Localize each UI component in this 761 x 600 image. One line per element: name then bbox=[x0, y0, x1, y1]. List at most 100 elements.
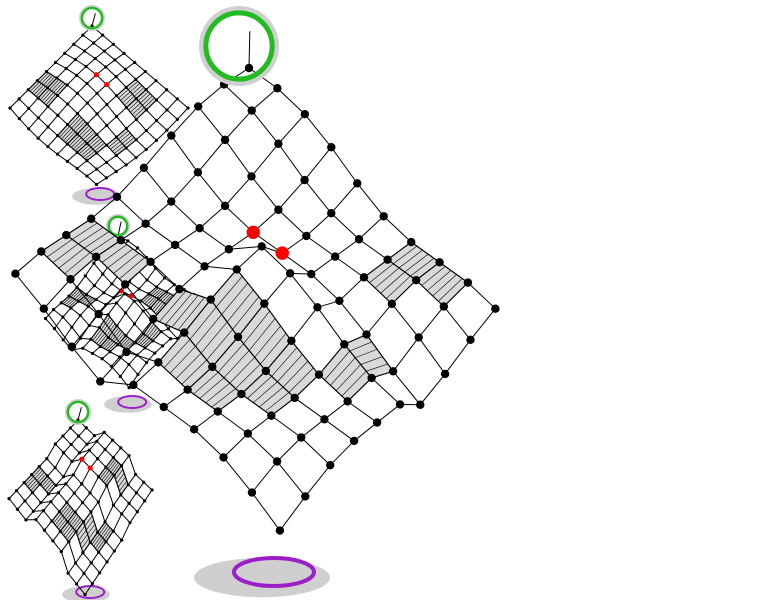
mesh-node[interactable] bbox=[387, 299, 397, 309]
mesh-node[interactable] bbox=[67, 294, 71, 298]
mesh-node[interactable] bbox=[175, 284, 184, 294]
mesh-node[interactable] bbox=[114, 135, 119, 139]
mesh-node[interactable] bbox=[17, 97, 21, 101]
mesh-node[interactable] bbox=[81, 551, 85, 555]
mesh-node[interactable] bbox=[72, 491, 76, 495]
mesh-node[interactable] bbox=[22, 481, 26, 485]
selected-node[interactable] bbox=[128, 293, 134, 299]
mesh-node[interactable] bbox=[104, 540, 108, 544]
mesh-node[interactable] bbox=[124, 163, 128, 167]
mesh-node[interactable] bbox=[88, 540, 92, 545]
mesh-node[interactable] bbox=[154, 118, 159, 123]
mesh-node[interactable] bbox=[463, 278, 473, 287]
mesh-node[interactable] bbox=[414, 333, 423, 342]
mesh-node[interactable] bbox=[141, 332, 146, 336]
mesh-node[interactable] bbox=[164, 290, 169, 294]
mesh-node[interactable] bbox=[78, 313, 82, 318]
mesh-node[interactable] bbox=[83, 593, 87, 597]
mesh-node[interactable] bbox=[147, 292, 151, 296]
mesh-node[interactable] bbox=[285, 269, 295, 278]
mesh-node[interactable] bbox=[85, 122, 89, 126]
mesh-node[interactable] bbox=[64, 482, 68, 486]
mesh-node[interactable] bbox=[97, 325, 102, 330]
mesh-node[interactable] bbox=[134, 96, 138, 101]
mesh-node[interactable] bbox=[219, 453, 228, 462]
mesh-node[interactable] bbox=[439, 302, 449, 311]
mesh-node[interactable] bbox=[362, 330, 371, 339]
mesh-node[interactable] bbox=[139, 299, 143, 303]
mesh-node[interactable] bbox=[83, 274, 87, 278]
mesh-node[interactable] bbox=[307, 269, 316, 279]
mesh-node[interactable] bbox=[61, 434, 65, 438]
mesh-node[interactable] bbox=[120, 280, 130, 289]
mesh-node[interactable] bbox=[116, 236, 126, 245]
mesh-node[interactable] bbox=[95, 439, 99, 443]
mesh-node[interactable] bbox=[144, 128, 148, 133]
mesh-node[interactable] bbox=[144, 147, 148, 152]
mesh-node[interactable] bbox=[123, 67, 127, 71]
mesh-node[interactable] bbox=[104, 143, 109, 147]
mesh-node[interactable] bbox=[77, 299, 81, 303]
mesh-node[interactable] bbox=[189, 425, 199, 434]
mesh-node[interactable] bbox=[440, 369, 450, 379]
mesh-node[interactable] bbox=[113, 58, 117, 62]
mesh-node[interactable] bbox=[148, 306, 153, 310]
mesh-node[interactable] bbox=[36, 136, 40, 140]
mesh-node[interactable] bbox=[343, 397, 352, 406]
mesh-node[interactable] bbox=[81, 33, 85, 37]
mesh-node[interactable] bbox=[159, 402, 168, 412]
mesh-node[interactable] bbox=[66, 520, 70, 524]
mesh-node[interactable] bbox=[96, 377, 105, 386]
mesh-node[interactable] bbox=[118, 355, 122, 359]
mesh-node[interactable] bbox=[58, 529, 62, 533]
mesh-node[interactable] bbox=[74, 582, 79, 586]
mesh-node[interactable] bbox=[134, 77, 138, 81]
mesh-node[interactable] bbox=[39, 304, 49, 313]
mesh-node[interactable] bbox=[208, 362, 217, 372]
mesh-node[interactable] bbox=[379, 212, 388, 221]
mesh-node[interactable] bbox=[112, 549, 116, 553]
mesh-node[interactable] bbox=[75, 73, 79, 77]
mesh-node[interactable] bbox=[119, 446, 123, 450]
mesh-node[interactable] bbox=[84, 292, 88, 297]
mesh-node[interactable] bbox=[91, 252, 101, 262]
mesh-node[interactable] bbox=[150, 488, 154, 492]
mesh-node[interactable] bbox=[102, 49, 106, 53]
mesh-node[interactable] bbox=[51, 539, 55, 543]
selected-node[interactable] bbox=[87, 465, 93, 471]
mesh-node[interactable] bbox=[105, 560, 109, 564]
mesh-node[interactable] bbox=[466, 335, 475, 345]
mesh-node[interactable] bbox=[73, 57, 77, 62]
mesh-node[interactable] bbox=[111, 503, 116, 507]
mesh-node[interactable] bbox=[15, 507, 20, 511]
mesh-node[interactable] bbox=[94, 297, 98, 302]
mesh-node[interactable] bbox=[119, 463, 124, 468]
mesh-node[interactable] bbox=[167, 131, 176, 140]
mesh-node[interactable] bbox=[85, 101, 89, 105]
mesh-node[interactable] bbox=[275, 526, 285, 535]
mesh-node[interactable] bbox=[340, 340, 349, 349]
selected-node[interactable] bbox=[246, 225, 260, 240]
mesh-node[interactable] bbox=[89, 337, 93, 341]
mesh-node[interactable] bbox=[195, 224, 204, 233]
top-handle-ring[interactable] bbox=[107, 215, 129, 237]
mesh-node[interactable] bbox=[98, 344, 102, 349]
mesh-node[interactable] bbox=[151, 339, 155, 343]
mesh-node[interactable] bbox=[46, 104, 50, 109]
mesh-node[interactable] bbox=[111, 529, 115, 533]
mesh-node[interactable] bbox=[134, 138, 138, 142]
mesh-node[interactable] bbox=[132, 322, 137, 326]
mesh-node[interactable] bbox=[73, 561, 78, 565]
mesh-node[interactable] bbox=[114, 114, 119, 119]
mesh-node[interactable] bbox=[166, 327, 170, 331]
mesh-node[interactable] bbox=[59, 301, 63, 305]
mesh-node[interactable] bbox=[55, 152, 60, 156]
mesh-node[interactable] bbox=[85, 442, 89, 446]
mesh-node[interactable] bbox=[96, 500, 100, 504]
mesh-node[interactable] bbox=[416, 400, 425, 409]
mesh-node[interactable] bbox=[96, 530, 100, 534]
mesh-node[interactable] bbox=[52, 327, 57, 331]
mesh-node[interactable] bbox=[26, 88, 30, 92]
mesh-node[interactable] bbox=[35, 79, 39, 83]
mesh-node[interactable] bbox=[56, 113, 60, 117]
